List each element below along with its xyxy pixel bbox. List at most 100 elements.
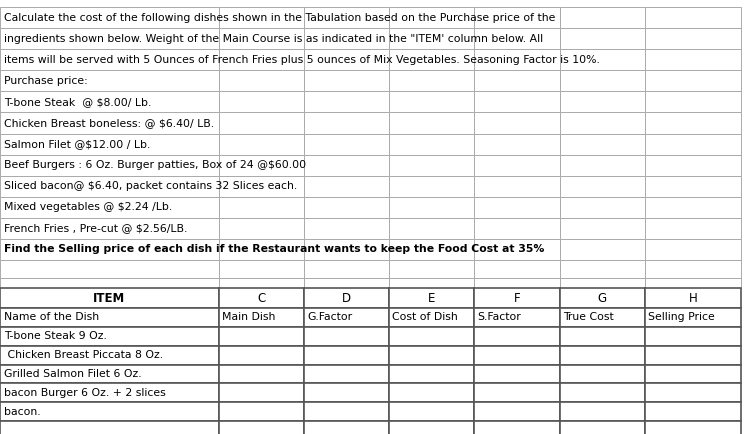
Text: French Fries , Pre-cut @ $2.56/LB.: French Fries , Pre-cut @ $2.56/LB. [4, 223, 187, 233]
Text: Chicken Breast boneless: @ $6.40/ LB.: Chicken Breast boneless: @ $6.40/ LB. [4, 118, 214, 128]
Bar [559, 402, 645, 421]
Text: G.Factor: G.Factor [307, 312, 352, 322]
Bar [389, 218, 474, 239]
Bar [0, 308, 219, 327]
Bar [304, 92, 389, 112]
Bar [474, 218, 559, 239]
Bar [389, 384, 474, 402]
Bar [0, 7, 219, 28]
Bar [559, 260, 645, 278]
Bar [0, 327, 219, 346]
Text: Cost of Dish: Cost of Dish [392, 312, 458, 322]
Text: True Cost: True Cost [562, 312, 613, 322]
Bar [304, 402, 389, 421]
Bar [474, 402, 559, 421]
Bar [219, 197, 304, 218]
Bar [645, 365, 741, 384]
Bar [0, 176, 219, 197]
Bar [219, 421, 304, 434]
Bar [0, 28, 219, 49]
Bar [559, 288, 645, 308]
Bar [474, 49, 559, 70]
Bar [304, 134, 389, 155]
Bar [474, 134, 559, 155]
Bar [304, 218, 389, 239]
Text: T-bone Steak 9 Oz.: T-bone Steak 9 Oz. [4, 331, 106, 341]
Bar [389, 402, 474, 421]
Bar [645, 112, 741, 134]
Bar [219, 28, 304, 49]
Bar [645, 155, 741, 176]
Text: D: D [342, 292, 351, 305]
Bar [0, 384, 219, 402]
Bar [219, 402, 304, 421]
Text: Chicken Breast Piccata 8 Oz.: Chicken Breast Piccata 8 Oz. [4, 350, 163, 360]
Bar [559, 346, 645, 365]
Bar [559, 49, 645, 70]
Bar [645, 308, 741, 327]
Bar [0, 288, 219, 308]
Bar [389, 92, 474, 112]
Bar [474, 70, 559, 92]
Bar [219, 260, 304, 278]
Text: ITEM: ITEM [93, 292, 125, 305]
Bar [474, 308, 559, 327]
Text: Purchase price:: Purchase price: [4, 76, 88, 86]
Bar [0, 239, 219, 260]
Bar [559, 176, 645, 197]
Text: Salmon Filet @$12.00 / Lb.: Salmon Filet @$12.00 / Lb. [4, 139, 150, 149]
Bar [474, 155, 559, 176]
Bar [474, 28, 559, 49]
Text: items will be served with 5 Ounces of French Fries plus 5 ounces of Mix Vegetabl: items will be served with 5 Ounces of Fr… [4, 55, 599, 65]
Bar [389, 327, 474, 346]
Bar [304, 346, 389, 365]
Bar [645, 327, 741, 346]
Bar [304, 288, 389, 308]
Bar [304, 260, 389, 278]
Bar [559, 218, 645, 239]
Bar [0, 346, 219, 365]
Text: S.Factor: S.Factor [477, 312, 521, 322]
Bar [304, 308, 389, 327]
Bar [219, 134, 304, 155]
Bar [645, 134, 741, 155]
Bar [645, 92, 741, 112]
Bar [219, 49, 304, 70]
Text: G: G [598, 292, 607, 305]
Bar [474, 288, 559, 308]
Bar [219, 70, 304, 92]
Bar [0, 260, 219, 278]
Bar [645, 239, 741, 260]
Bar [219, 239, 304, 260]
Bar [304, 7, 389, 28]
Bar [219, 155, 304, 176]
Bar [0, 402, 219, 421]
Bar [304, 239, 389, 260]
Bar [645, 288, 741, 308]
Bar [474, 365, 559, 384]
Bar [645, 70, 741, 92]
Bar [645, 218, 741, 239]
Bar [0, 112, 219, 134]
Bar [219, 176, 304, 197]
Bar [219, 7, 304, 28]
Bar [559, 421, 645, 434]
Bar [304, 197, 389, 218]
Bar [304, 176, 389, 197]
Bar [474, 346, 559, 365]
Text: Main Dish: Main Dish [222, 312, 275, 322]
Bar [389, 28, 474, 49]
Bar [645, 28, 741, 49]
Bar [304, 384, 389, 402]
Bar [474, 239, 559, 260]
Bar [559, 197, 645, 218]
Text: Sliced bacon@ $6.40, packet contains 32 Slices each.: Sliced bacon@ $6.40, packet contains 32 … [4, 181, 297, 191]
Bar [389, 260, 474, 278]
Bar [389, 197, 474, 218]
Text: Selling Price: Selling Price [648, 312, 715, 322]
Bar [304, 278, 389, 288]
Bar [219, 112, 304, 134]
Bar [474, 421, 559, 434]
Bar [304, 70, 389, 92]
Text: F: F [513, 292, 520, 305]
